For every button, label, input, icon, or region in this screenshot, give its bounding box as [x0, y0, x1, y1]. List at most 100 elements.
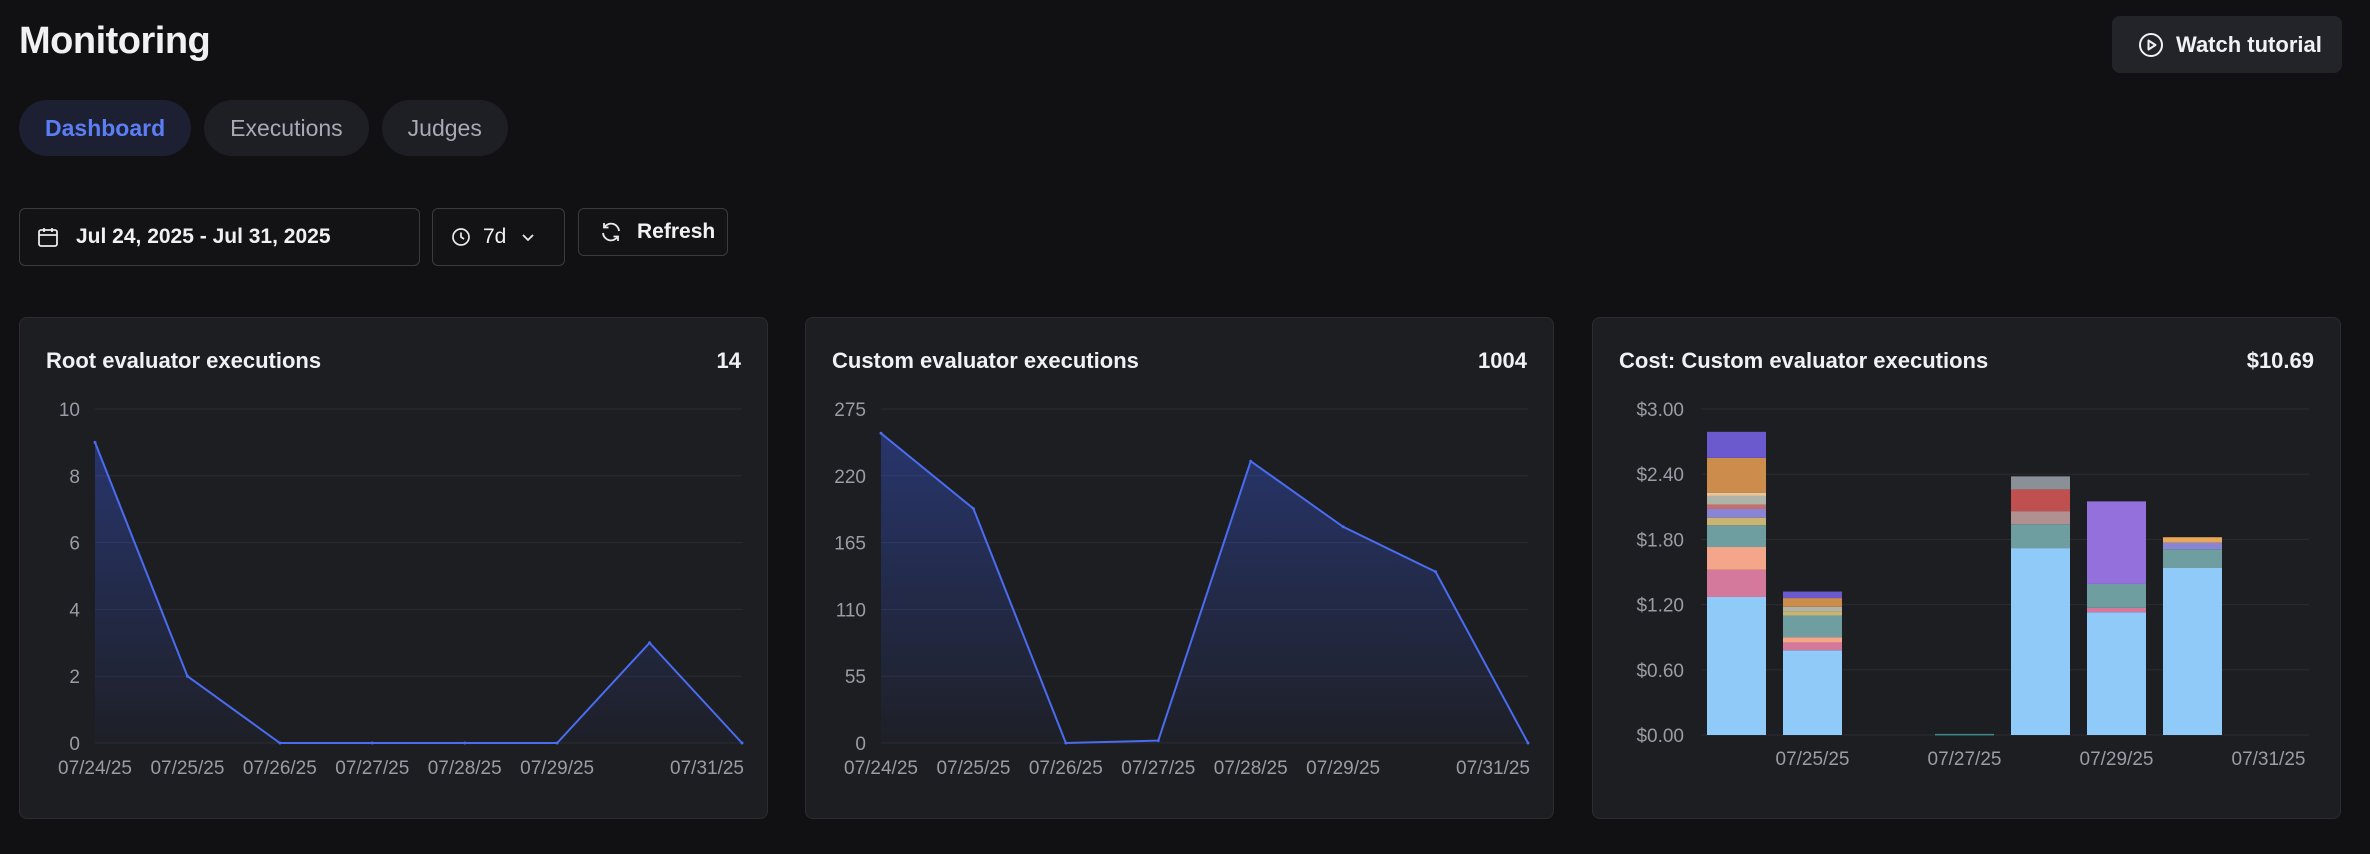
data-point — [278, 741, 282, 745]
bar-segment — [1707, 547, 1766, 570]
data-point — [1434, 570, 1438, 574]
series-area — [95, 442, 742, 743]
period-select[interactable]: 7d — [432, 208, 565, 266]
y-tick-label: 55 — [845, 667, 866, 688]
root-evaluator-chart: 0 2 4 6 8 10 07/24/25 07/25/25 07/26/25 07/27/25 0… — [58, 400, 744, 779]
x-tick-label: 07/29/25 — [520, 758, 594, 779]
tab-executions[interactable]: Executions — [204, 100, 369, 156]
play-circle-icon — [2138, 32, 2164, 58]
refresh-button[interactable]: Refresh — [578, 208, 728, 256]
data-point — [463, 741, 467, 745]
data-point — [1249, 459, 1253, 463]
bar-segment — [1783, 637, 1842, 643]
page-title: Monitoring — [19, 20, 211, 62]
data-point — [1064, 741, 1068, 745]
data-point — [1341, 525, 1345, 529]
y-tick-label: 10 — [59, 400, 80, 421]
x-tick-label: 07/29/25 — [2080, 749, 2154, 770]
bar-segment — [1783, 615, 1842, 638]
bar-segment — [1707, 504, 1766, 509]
x-tick-label: 07/31/25 — [2232, 749, 2306, 770]
series-area — [881, 433, 1528, 743]
bar-segment — [2011, 524, 2070, 549]
bar-segment — [2011, 489, 2070, 512]
bar-segment — [2087, 612, 2146, 735]
bar-segment — [1707, 457, 1766, 493]
refresh-label: Refresh — [637, 220, 716, 243]
bar-segment — [1707, 517, 1766, 526]
x-tick-label: 07/27/25 — [335, 758, 409, 779]
custom-evaluator-chart: 0 55 110 165 220 275 07/24/25 07/25/25 07/26/25 0… — [834, 400, 1530, 779]
x-tick-label: 07/24/25 — [844, 758, 918, 779]
tab-bar: Dashboard Executions Judges — [19, 100, 508, 156]
x-tick-label: 07/25/25 — [150, 758, 224, 779]
tab-judges[interactable]: Judges — [381, 100, 508, 156]
y-tick-label: 220 — [834, 467, 866, 488]
bar-segment — [1707, 508, 1766, 518]
bar-segment — [1707, 596, 1766, 735]
custom-evaluator-card: Custom evaluator executions 1004 0 55 110 1… — [805, 317, 1554, 819]
bar-segment — [1707, 495, 1766, 505]
bar-segment — [2163, 567, 2222, 735]
date-range-picker[interactable]: Jul 24, 2025 - Jul 31, 2025 — [19, 208, 420, 266]
card-title: Custom evaluator executions — [832, 348, 1139, 373]
card-total: 14 — [716, 348, 741, 373]
data-point — [740, 741, 744, 745]
bar-segment — [1707, 525, 1766, 548]
bar-segment — [2163, 549, 2222, 568]
bar-segment — [2011, 476, 2070, 490]
y-tick-label: $1.20 — [1636, 596, 1684, 617]
bar-segment — [1935, 733, 1994, 736]
data-point — [555, 741, 559, 745]
tab-dashboard[interactable]: Dashboard — [19, 100, 192, 156]
y-tick-label: 2 — [69, 667, 80, 688]
chevron-down-icon — [518, 227, 538, 247]
data-point — [185, 674, 189, 678]
bar-segment — [1783, 611, 1842, 616]
data-point — [370, 741, 374, 745]
y-tick-label: $2.40 — [1636, 465, 1684, 486]
y-tick-label: 6 — [69, 534, 80, 555]
clock-icon — [451, 227, 471, 247]
x-tick-label: 07/29/25 — [1306, 758, 1380, 779]
data-point — [971, 507, 975, 511]
data-point — [1526, 741, 1530, 745]
x-tick-label: 07/24/25 — [58, 758, 132, 779]
x-tick-label: 07/28/25 — [428, 758, 502, 779]
y-tick-label: 165 — [834, 534, 866, 555]
card-total: $10.69 — [2246, 348, 2314, 373]
bar-segment — [2087, 607, 2146, 613]
bar-segment — [2011, 511, 2070, 525]
bar-segment — [2163, 537, 2222, 543]
bar-segment — [2087, 583, 2146, 608]
y-tick-label: $1.80 — [1636, 530, 1684, 551]
bar-segment — [1707, 569, 1766, 597]
x-tick-label: 07/26/25 — [243, 758, 317, 779]
x-tick-label: 07/27/25 — [1928, 749, 2002, 770]
x-tick-label: 07/26/25 — [1029, 758, 1103, 779]
watch-tutorial-label: Watch tutorial — [2176, 31, 2322, 57]
bar-segment — [2011, 548, 2070, 735]
x-tick-label: 07/31/25 — [670, 758, 744, 779]
data-point — [1156, 739, 1160, 743]
bar-segment — [1707, 431, 1766, 458]
data-point — [879, 431, 883, 435]
bar-segment — [2163, 542, 2222, 550]
refresh-icon — [599, 220, 623, 244]
period-value: 7d — [483, 225, 507, 248]
date-range-value: Jul 24, 2025 - Jul 31, 2025 — [76, 225, 331, 248]
x-tick-label: 07/27/25 — [1121, 758, 1195, 779]
bar-segment — [1707, 492, 1766, 496]
watch-tutorial-button[interactable]: Watch tutorial — [2112, 16, 2342, 73]
y-tick-label: 8 — [69, 467, 80, 488]
bar-segment — [1783, 642, 1842, 651]
x-tick-label: 07/25/25 — [936, 758, 1010, 779]
y-tick-label: $3.00 — [1636, 400, 1684, 421]
y-tick-label: 4 — [69, 600, 80, 621]
cost-chart: $0.00 $0.60 $1.20 $1.80 $2.40 $3.00 07/25/25 07… — [1636, 400, 2309, 770]
series-line — [94, 442, 743, 744]
y-tick-label: $0.60 — [1636, 661, 1684, 682]
data-point — [648, 641, 652, 645]
data-point — [93, 440, 97, 444]
y-tick-label: 110 — [836, 600, 866, 621]
